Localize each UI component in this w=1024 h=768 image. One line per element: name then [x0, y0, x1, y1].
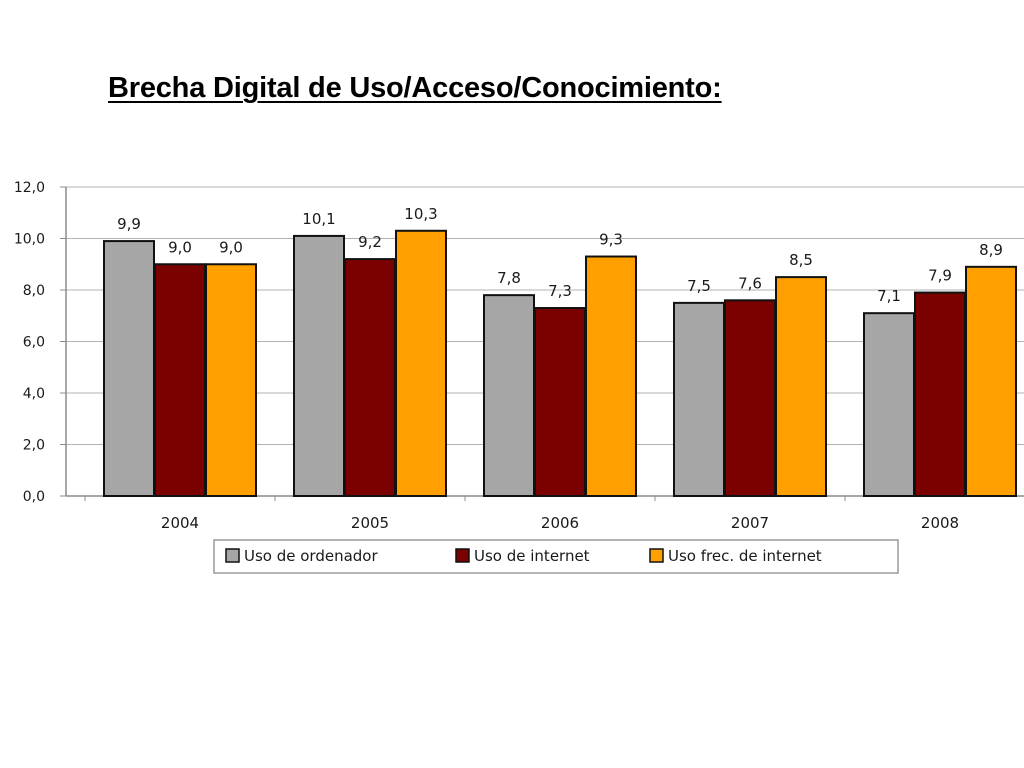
bar: [914, 291, 966, 498]
bar: [344, 258, 396, 497]
legend-swatch: [225, 548, 240, 563]
data-label: 9,0: [219, 238, 243, 256]
bar: [863, 312, 915, 497]
legend: Uso de ordenador Uso de internet Uso frec.…: [213, 539, 899, 574]
data-label: 7,3: [548, 282, 572, 300]
bar: [205, 263, 257, 497]
bar: [585, 255, 637, 497]
bar: [103, 240, 155, 497]
x-tick-label: 2008: [921, 514, 959, 532]
legend-box: [213, 539, 899, 574]
data-label: 7,5: [687, 277, 711, 295]
data-label: 10,3: [404, 205, 437, 223]
data-label: 9,9: [117, 215, 141, 233]
legend-label: Uso de ordenador: [244, 547, 378, 565]
labels-layer: 0,0 2,0 4,0 6,0 8,0 10,0 12,0 9,9 9,0 9,0 2004 10,1…: [14, 180, 1003, 532]
bar: [293, 234, 345, 498]
data-label: 7,1: [877, 287, 901, 305]
y-tick-label: 6,0: [23, 335, 45, 351]
data-label: 9,2: [358, 233, 382, 251]
data-label: 8,9: [979, 241, 1003, 259]
data-label: 7,6: [738, 274, 762, 292]
x-tick-label: 2005: [351, 514, 389, 532]
legend-label: Uso frec. de internet: [668, 547, 822, 565]
legend-swatch: [649, 548, 664, 563]
bars-layer: [103, 229, 1017, 498]
bar: [395, 229, 447, 497]
y-tick-label: 4,0: [23, 386, 45, 402]
y-tick-label: 12,0: [14, 180, 45, 196]
data-label: 7,9: [928, 267, 952, 285]
bar: [534, 307, 586, 497]
slide-title: Brecha Digital de Uso/Acceso/Conocimient…: [108, 72, 722, 104]
data-label: 9,3: [599, 231, 623, 249]
y-tick-label: 2,0: [23, 438, 45, 454]
y-tick-label: 10,0: [14, 232, 45, 248]
bar: [775, 276, 827, 497]
legend-label: Uso de internet: [474, 547, 590, 565]
bar: [724, 299, 776, 497]
bar: [965, 265, 1017, 498]
legend-swatch: [455, 548, 470, 563]
y-tick-label: 8,0: [23, 283, 45, 299]
x-tick-label: 2004: [161, 514, 199, 532]
x-tick-label: 2007: [731, 514, 769, 532]
bar: [154, 263, 206, 497]
y-tick-label: 0,0: [23, 489, 45, 505]
data-label: 10,1: [302, 210, 335, 228]
data-label: 7,8: [497, 269, 521, 287]
data-label: 9,0: [168, 238, 192, 256]
x-tick-label: 2006: [541, 514, 579, 532]
bar: [673, 301, 725, 497]
bar: [483, 294, 535, 497]
data-label: 8,5: [789, 251, 813, 269]
